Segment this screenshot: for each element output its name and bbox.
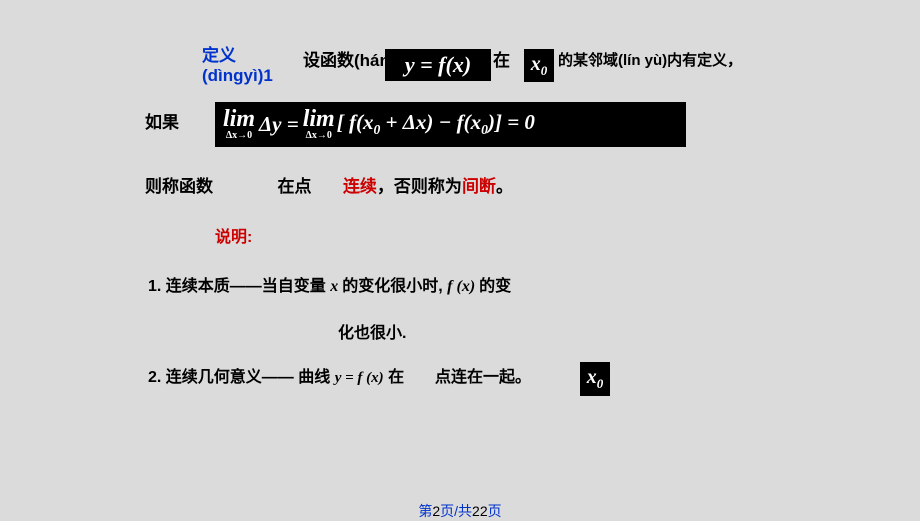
- formula-limit: lim Δx→0 Δy = lim Δx→0 [ f(x0 + Δx) − f(…: [215, 102, 686, 147]
- concl-comma: ，否则称为: [377, 177, 462, 196]
- limit-rhs-lim: lim Δx→0: [303, 109, 335, 140]
- item1-pre: 连续本质——当自变量: [166, 278, 330, 295]
- limit-lhs: lim Δx→0: [223, 109, 255, 140]
- footer-suffix: 页: [488, 503, 502, 519]
- if-label: 如果: [145, 108, 179, 133]
- footer-total: 22: [472, 503, 488, 519]
- formula-yfx: y = f(x): [385, 49, 491, 81]
- item2-mid: 在: [384, 369, 404, 386]
- item2-num: 2.: [148, 369, 161, 386]
- formula-x0-b: x0: [580, 362, 610, 396]
- definition-label: 定义 (dìngyì)1: [202, 46, 273, 87]
- def-line1: 定义: [202, 46, 236, 65]
- item1-line1: 1. 连续本质——当自变量 x 的变化很小时, f (x) 的变: [148, 272, 511, 296]
- item1-mid: 的变化很小时,: [342, 278, 447, 295]
- footer-mid: 页/共: [440, 503, 472, 519]
- item1-x: x: [330, 278, 342, 295]
- conclusion-line: 则称函数 在点 连续，否则称为间断。: [145, 172, 513, 197]
- item2-line: 2. 连续几何意义—— 曲线 y = f (x) 在 点连在一起。: [148, 363, 531, 387]
- footer-pre: 第: [418, 503, 432, 519]
- concl-period: 。: [496, 177, 513, 196]
- yfx-text: y = f(x): [405, 52, 471, 78]
- at-text: 在: [493, 46, 510, 71]
- concl-cont: 连续: [343, 177, 377, 196]
- item1-post: 的变: [479, 278, 511, 295]
- item2-pre: 连续几何意义—— 曲线: [166, 369, 335, 386]
- neighborhood-text: 的某邻域(lín yù)内有定义，: [558, 49, 742, 70]
- item2-yeq: y = f (x): [335, 370, 384, 386]
- concl-at: 在点: [277, 177, 311, 196]
- item2-post: 点连在一起。: [435, 369, 531, 386]
- limit-bracket: [ f(x0 + Δx) − f(x0)] = 0: [337, 110, 535, 138]
- item1-line2: 化也很小.: [338, 319, 406, 343]
- concl-disc: 间断: [462, 177, 496, 196]
- item1-fx: f (x): [447, 278, 479, 295]
- limit-dy: Δy =: [259, 112, 299, 137]
- formula-x0: x0: [524, 49, 554, 82]
- footer-page: 2: [432, 503, 440, 519]
- concl-pre: 则称函数: [145, 177, 213, 196]
- item1-num: 1.: [148, 278, 161, 295]
- x0-text: x0: [531, 53, 548, 79]
- x0b-text: x0: [587, 366, 604, 392]
- note-label: 说明:: [215, 223, 252, 247]
- page-footer: 第2页/共22页: [0, 501, 920, 521]
- def-line2: (dìngyì)1: [202, 66, 273, 85]
